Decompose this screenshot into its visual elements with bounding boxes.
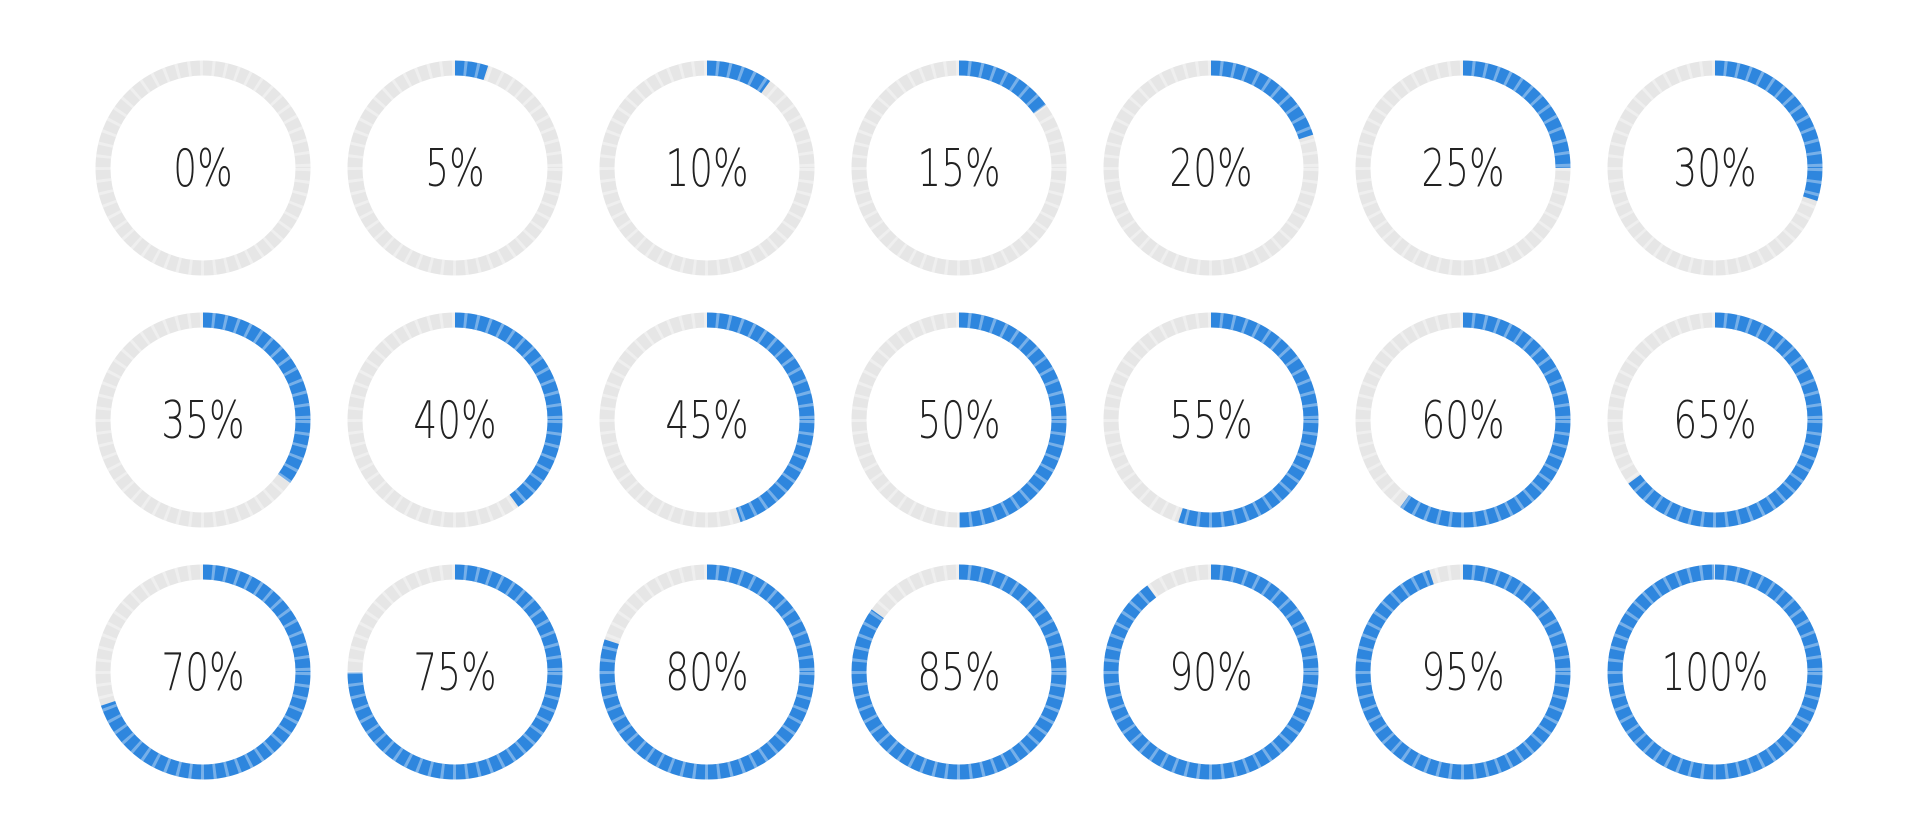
ring-texture [1355, 564, 1571, 780]
ring-label: 45% [665, 390, 748, 451]
ring: 0% [95, 60, 311, 276]
ring-progress [851, 564, 1067, 780]
ring: 85% [851, 564, 1067, 780]
ring: 15% [851, 60, 1067, 276]
ring-texture [851, 564, 1067, 780]
ring: 30% [1607, 60, 1823, 276]
ring-label: 85% [917, 642, 1000, 703]
ring: 60% [1355, 312, 1571, 528]
ring-progress [1355, 564, 1571, 780]
ring-progress [599, 60, 815, 276]
ring: 40% [347, 312, 563, 528]
ring-label: 40% [413, 390, 496, 451]
ring: 70% [95, 564, 311, 780]
ring-track [95, 60, 311, 276]
ring-label: 50% [917, 390, 1000, 451]
ring-label: 20% [1169, 138, 1252, 199]
ring: 50% [851, 312, 1067, 528]
ring: 45% [599, 312, 815, 528]
ring: 10% [599, 60, 815, 276]
ring-progress [347, 312, 563, 528]
ring-texture [95, 60, 311, 276]
ring: 95% [1355, 564, 1571, 780]
ring: 65% [1607, 312, 1823, 528]
ring-progress [1355, 312, 1571, 528]
ring: 90% [1103, 564, 1319, 780]
ring-progress [1103, 60, 1319, 276]
ring-texture [347, 564, 563, 780]
ring-texture [95, 312, 311, 528]
ring-label: 60% [1421, 390, 1504, 451]
ring: 55% [1103, 312, 1319, 528]
ring-texture [1103, 312, 1319, 528]
ring-progress [599, 312, 815, 528]
ring-texture [95, 564, 311, 780]
ring-texture [599, 60, 815, 276]
ring-progress [347, 564, 563, 780]
ring-progress [1607, 60, 1823, 276]
ring-label: 0% [173, 138, 232, 199]
ring-texture [1607, 312, 1823, 528]
ring-progress [347, 60, 563, 276]
ring: 100% [1607, 564, 1823, 780]
ring-texture [851, 60, 1067, 276]
ring-label: 95% [1421, 642, 1504, 703]
ring-progress [1607, 564, 1823, 780]
ring-texture [599, 312, 815, 528]
ring: 75% [347, 564, 563, 780]
ring-label: 15% [917, 138, 1000, 199]
ring-label: 65% [1673, 390, 1756, 451]
ring-texture [1607, 60, 1823, 276]
ring: 80% [599, 564, 815, 780]
ring-label: 80% [665, 642, 748, 703]
ring-label: 70% [161, 642, 244, 703]
ring-texture [1607, 564, 1823, 780]
ring-label: 55% [1169, 390, 1252, 451]
ring-label: 10% [665, 138, 748, 199]
ring-texture [1103, 60, 1319, 276]
ring-progress [1103, 312, 1319, 528]
ring: 25% [1355, 60, 1571, 276]
ring-label: 35% [161, 390, 244, 451]
ring-progress [599, 564, 815, 780]
ring: 35% [95, 312, 311, 528]
ring-texture [347, 60, 563, 276]
ring: 5% [347, 60, 563, 276]
ring-texture [1103, 564, 1319, 780]
ring-label: 100% [1661, 642, 1768, 703]
ring-progress [1607, 312, 1823, 528]
ring-progress [95, 564, 311, 780]
ring-label: 30% [1673, 138, 1756, 199]
ring-texture [347, 312, 563, 528]
ring: 20% [1103, 60, 1319, 276]
ring-texture [851, 312, 1067, 528]
ring-label: 5% [425, 138, 484, 199]
ring-label: 90% [1169, 642, 1252, 703]
ring-progress [851, 312, 1067, 528]
ring-label: 75% [413, 642, 496, 703]
ring-progress [851, 60, 1067, 276]
ring-label: 25% [1421, 138, 1504, 199]
ring-texture [1355, 60, 1571, 276]
ring-texture [599, 564, 815, 780]
ring-progress [1355, 60, 1571, 276]
ring-progress [1103, 564, 1319, 780]
ring-progress [95, 312, 311, 528]
ring-texture [1355, 312, 1571, 528]
